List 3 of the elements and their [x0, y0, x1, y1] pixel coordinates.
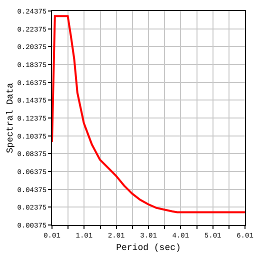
- x-axis-title: Period (sec): [116, 243, 181, 254]
- line-series: [52, 15, 245, 214]
- y-axis-title: Spectral Data: [6, 82, 16, 154]
